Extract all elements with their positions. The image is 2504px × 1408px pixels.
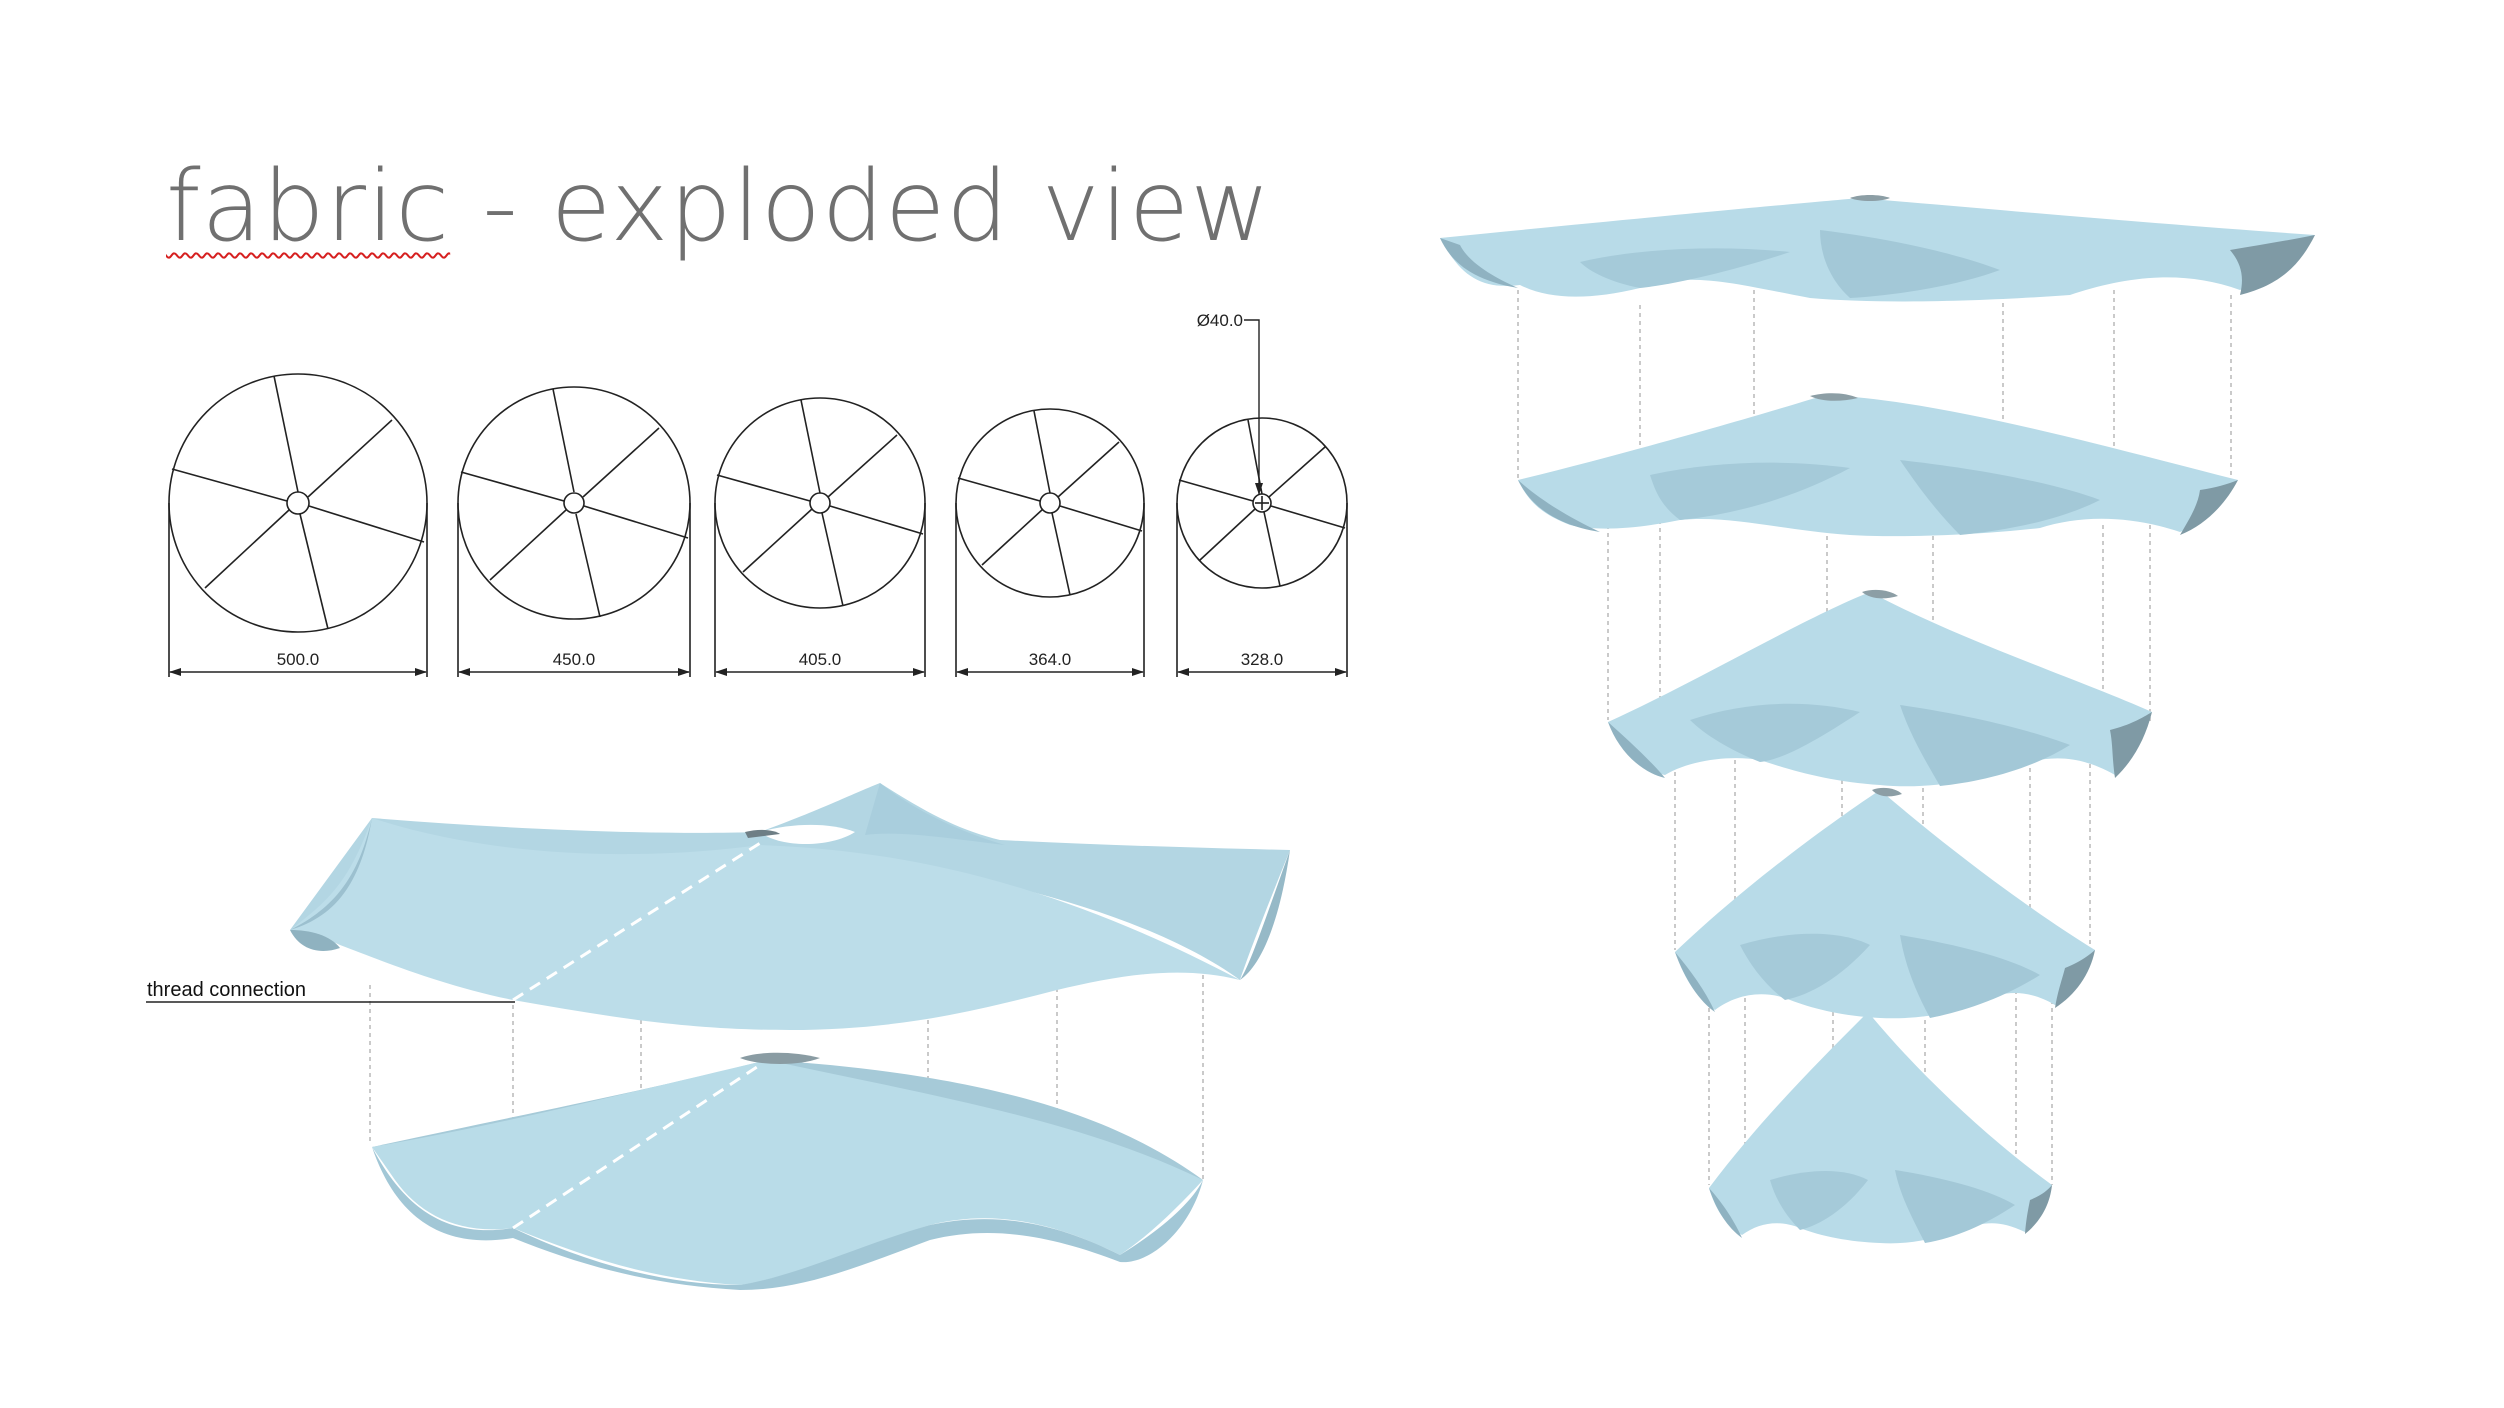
pattern-circle-500 <box>168 373 428 677</box>
hole-diameter-label: Ø40.0 <box>1197 311 1243 330</box>
hole-leader-line <box>1244 319 1263 495</box>
thread-connection-line-upper <box>512 838 766 1002</box>
exploded-pair: thread connection <box>146 783 1290 1290</box>
stack-layer-5 <box>1709 1012 2052 1244</box>
dim-label-450: 450.0 <box>553 650 596 669</box>
fabric-sheet-upper <box>290 783 1290 1030</box>
title-word-fabric: fabric <box>166 150 451 264</box>
dim-label-328: 328.0 <box>1241 650 1284 669</box>
pattern-circle-405 <box>714 397 926 677</box>
stack-layer-3 <box>1608 589 2152 787</box>
stack-layer-2 <box>1518 393 2238 537</box>
thread-connection-label: thread connection <box>147 979 306 1001</box>
exploded-stack <box>1440 195 2315 1244</box>
stack-layer-1 <box>1440 195 2315 302</box>
dim-label-405: 405.0 <box>799 650 842 669</box>
pattern-circle-450 <box>457 386 691 677</box>
title-rest: - exploded view <box>450 150 1272 264</box>
pattern-drawings: 500.0 450.0 <box>168 311 1348 677</box>
fabric-sheet-lower <box>372 1052 1203 1290</box>
dim-label-364: 364.0 <box>1029 650 1072 669</box>
thread-connection-line-lower <box>512 1063 761 1230</box>
stack-layer-4 <box>1675 787 2095 1019</box>
dim-label-500: 500.0 <box>277 650 320 669</box>
pattern-circle-364 <box>955 408 1145 677</box>
pattern-circle-328 <box>1176 417 1348 677</box>
page-title: fabric - exploded view <box>166 150 1271 264</box>
